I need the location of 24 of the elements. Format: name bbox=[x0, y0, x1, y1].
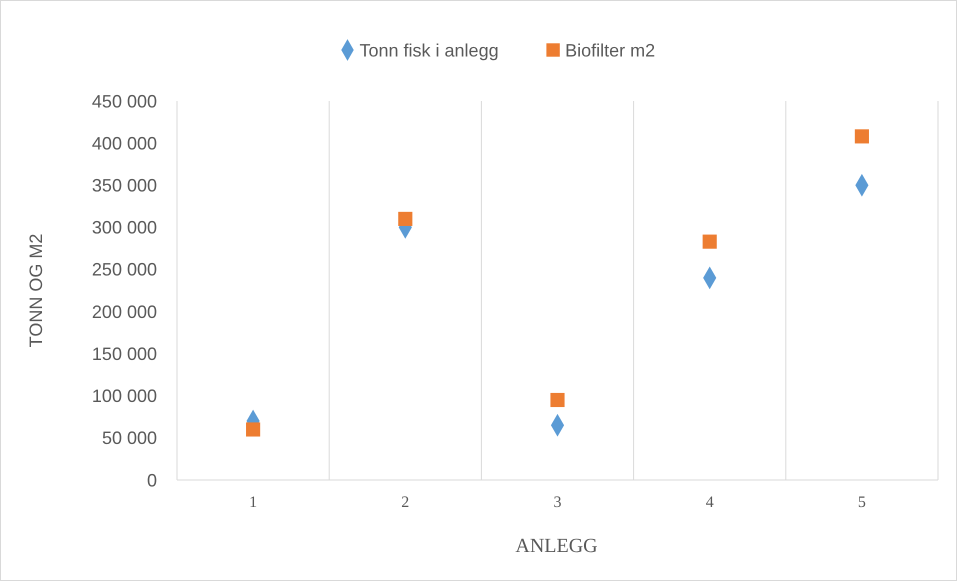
y-axis-title: TONN OG M2 bbox=[26, 234, 46, 348]
y-tick-label: 100 000 bbox=[92, 386, 157, 406]
y-tick-label: 150 000 bbox=[92, 344, 157, 364]
y-tick-label: 50 000 bbox=[102, 428, 157, 448]
point bbox=[246, 422, 260, 437]
point bbox=[550, 392, 565, 408]
x-tick-label: 5 bbox=[858, 494, 866, 511]
y-tick-label: 350 000 bbox=[92, 176, 157, 196]
point bbox=[398, 212, 412, 226]
legend-label: Tonn fisk i anlegg bbox=[360, 40, 499, 60]
y-tick-label: 250 000 bbox=[92, 260, 157, 280]
x-tick-label: 4 bbox=[706, 494, 714, 511]
y-tick-label: 300 000 bbox=[92, 218, 157, 238]
x-tick-label: 3 bbox=[554, 494, 562, 511]
x-tick-label: 2 bbox=[401, 494, 410, 511]
x-tick-label: 1 bbox=[249, 494, 258, 511]
point bbox=[702, 234, 717, 249]
legend-label: Biofilter m2 bbox=[565, 40, 656, 60]
y-tick-label: 400 000 bbox=[92, 133, 157, 154]
y-tick-label: 200 000 bbox=[92, 302, 157, 322]
x-axis-title: ANLEGG bbox=[515, 535, 598, 557]
y-tick-label: 0 bbox=[146, 470, 157, 490]
y-tick-label: 450 000 bbox=[92, 91, 157, 112]
point bbox=[854, 129, 869, 144]
